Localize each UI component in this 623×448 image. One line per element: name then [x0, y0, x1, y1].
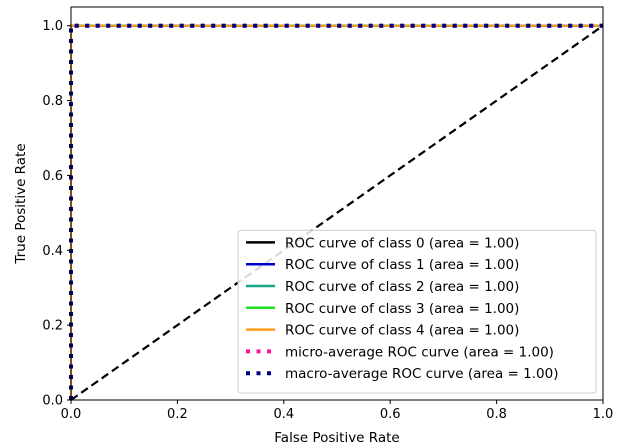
- y-tick-label: 0.8: [42, 94, 63, 109]
- y-axis-title: True Positive Rate: [13, 143, 29, 264]
- legend-label: ROC curve of class 3 (area = 1.00): [285, 301, 519, 317]
- x-tick-label: 1.0: [593, 407, 614, 422]
- x-tick-label: 0.0: [61, 407, 82, 422]
- legend-label: ROC curve of class 0 (area = 1.00): [285, 235, 519, 251]
- x-axis-title: False Positive Rate: [274, 430, 399, 446]
- y-tick-label: 0.4: [42, 244, 63, 259]
- y-tick-label: 1.0: [42, 19, 63, 34]
- y-tick-label: 0.0: [42, 394, 63, 409]
- chance-diagonal-line: [70, 24, 604, 401]
- legend-box: [237, 229, 597, 394]
- legend-label: macro-average ROC curve (area = 1.00): [285, 366, 558, 382]
- x-tick-label: 0.2: [167, 407, 188, 422]
- legend: ROC curve of class 0 (area = 1.00) ROC cu…: [237, 229, 597, 394]
- x-tick-label: 0.8: [486, 407, 507, 422]
- y-tick-label: 0.2: [42, 319, 63, 334]
- y-axis-ticks: 0.0 0.2 0.4 0.6 0.8 1.0: [42, 19, 71, 409]
- y-tick-label: 0.6: [42, 169, 63, 184]
- x-axis-ticks: 0.0 0.2 0.4 0.6 0.8 1.0: [61, 400, 614, 422]
- x-tick-label: 0.6: [380, 407, 401, 422]
- legend-label: ROC curve of class 1 (area = 1.00): [285, 257, 519, 273]
- legend-label: micro-average ROC curve (area = 1.00): [285, 344, 554, 360]
- legend-label: ROC curve of class 2 (area = 1.00): [285, 279, 519, 295]
- x-tick-label: 0.4: [273, 407, 294, 422]
- legend-label: ROC curve of class 4 (area = 1.00): [285, 323, 519, 339]
- axes-frame: [70, 6, 604, 401]
